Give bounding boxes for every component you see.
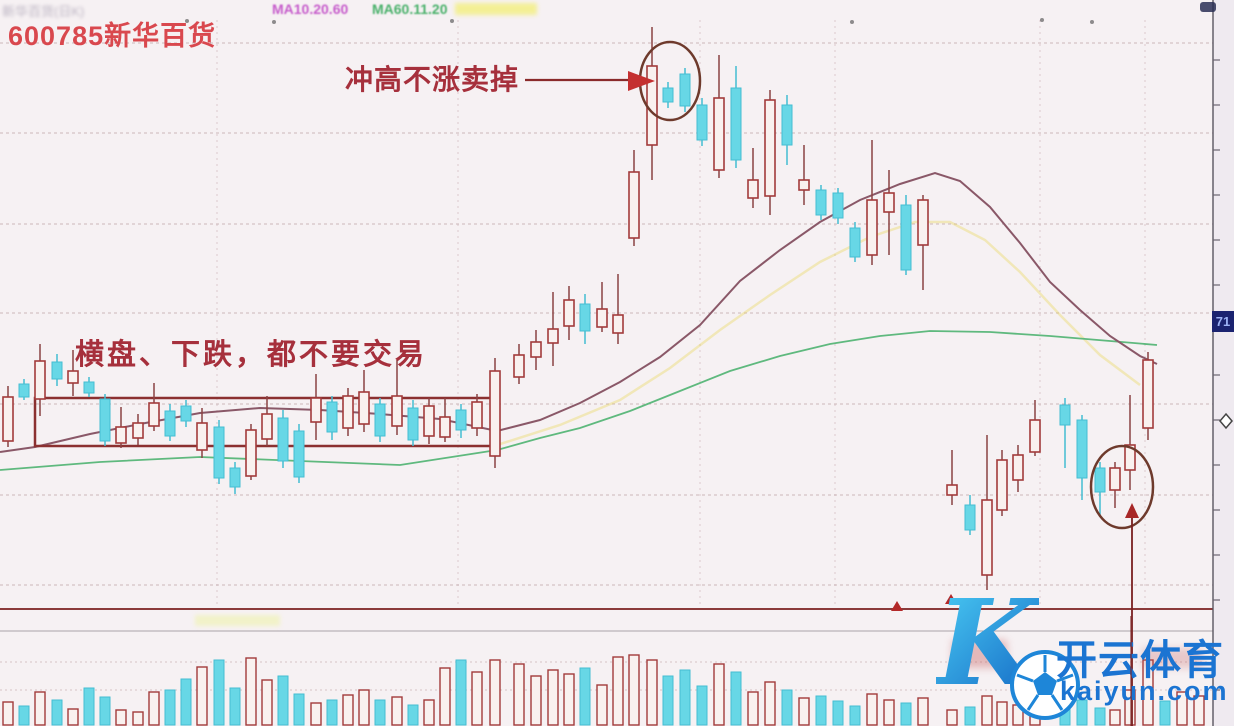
page-title: 600785新华百货 [8,21,217,51]
volume-yellow-smudge [195,615,280,626]
buy-signal-line-overlay [1130,616,1132,726]
mini-window-artifact [1200,2,1216,12]
watermark-domain-text: kaiyun.com [1060,676,1229,706]
annotation-sell-text: 冲高不涨卖掉 [345,64,520,95]
faint-window-caption: 新华百货(日K) [2,4,85,19]
soccer-ball-icon [1010,650,1080,720]
obscured-red-annotation-right [1142,648,1202,668]
yellow-highlight-smudge [455,3,537,15]
watermark-brand-text: 开云体育 [1056,637,1224,683]
price-axis-badge: 71 [1212,311,1234,332]
annotation-no-trade-text: 横盘、下跌，都不要交易 [75,339,428,371]
ma-indicator-label-1: MA10.20.60 [272,1,349,17]
ma-indicator-label-2: MA60.11.20 [372,1,448,17]
obscured-red-annotation-left [952,640,1007,668]
